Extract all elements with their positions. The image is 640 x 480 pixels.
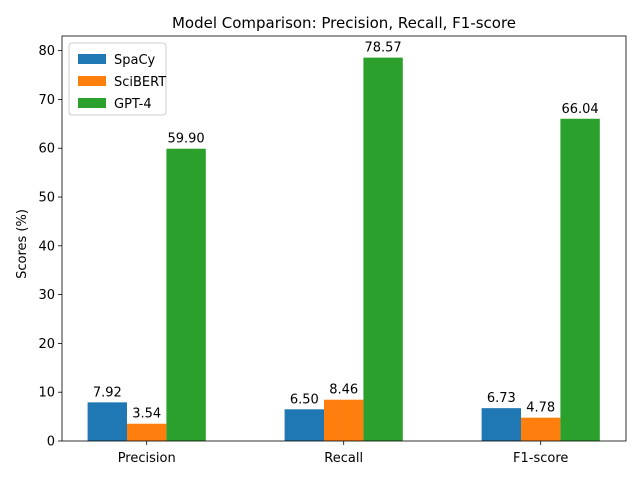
bar-value-label: 78.57: [364, 41, 401, 56]
y-tick-label: 20: [38, 337, 55, 352]
legend-label: GPT-4: [114, 97, 152, 112]
bar-value-label: 66.04: [561, 102, 598, 117]
bar-value-label: 3.54: [132, 407, 161, 422]
legend-label: SciBERT: [114, 75, 166, 90]
legend-swatch: [78, 76, 106, 86]
bar-value-label: 7.92: [93, 385, 122, 400]
legend-label: SpaCy: [114, 53, 156, 68]
bar-value-label: 59.90: [167, 132, 204, 147]
bar-value-label: 6.73: [487, 391, 516, 406]
bar-gpt-4-f1-score: [560, 118, 600, 442]
y-tick-label: 30: [38, 288, 55, 303]
y-tick-label: 0: [47, 435, 55, 450]
x-tick-label: F1-score: [513, 451, 568, 466]
y-tick-label: 10: [38, 386, 55, 401]
axes-group: Precision Recall F1-score 0 10 20 30 40 50 60 70 80: [38, 35, 627, 466]
x-tick-label: Recall: [324, 451, 363, 466]
legend-swatch: [78, 98, 106, 108]
bars-group: [87, 57, 600, 442]
bar-scibert-recall: [324, 399, 364, 441]
bar-spacy-recall: [284, 409, 324, 441]
x-tick-label: Precision: [118, 451, 176, 466]
bar-value-label: 8.46: [329, 383, 358, 398]
y-axis-label: Scores (%): [15, 209, 30, 279]
legend: SpaCy SciBERT GPT-4: [68, 42, 167, 116]
bar-value-label: 4.78: [526, 401, 555, 416]
bar-scibert-precision: [127, 423, 167, 441]
chart-title: Model Comparison: Precision, Recall, F1-…: [172, 14, 516, 32]
legend-swatch: [78, 54, 106, 64]
y-tick-label: 50: [38, 191, 55, 206]
bar-spacy-precision: [87, 402, 127, 441]
y-tick-label: 80: [38, 44, 55, 59]
bar-value-label: 6.50: [290, 392, 319, 407]
bar-labels-group: 7.92 3.54 59.90 6.50 8.46 78.57 6.73 4.78 66.04: [93, 41, 599, 422]
y-tick-label: 40: [38, 239, 55, 254]
plot-frame: [61, 35, 627, 442]
bar-spacy-f1-score: [481, 408, 521, 441]
bar-gpt-4-recall: [363, 57, 403, 441]
bar-gpt-4-precision: [166, 148, 206, 442]
y-tick-label: 70: [38, 93, 55, 108]
bar-scibert-f1-score: [521, 417, 561, 441]
y-tick-label: 60: [38, 142, 55, 157]
